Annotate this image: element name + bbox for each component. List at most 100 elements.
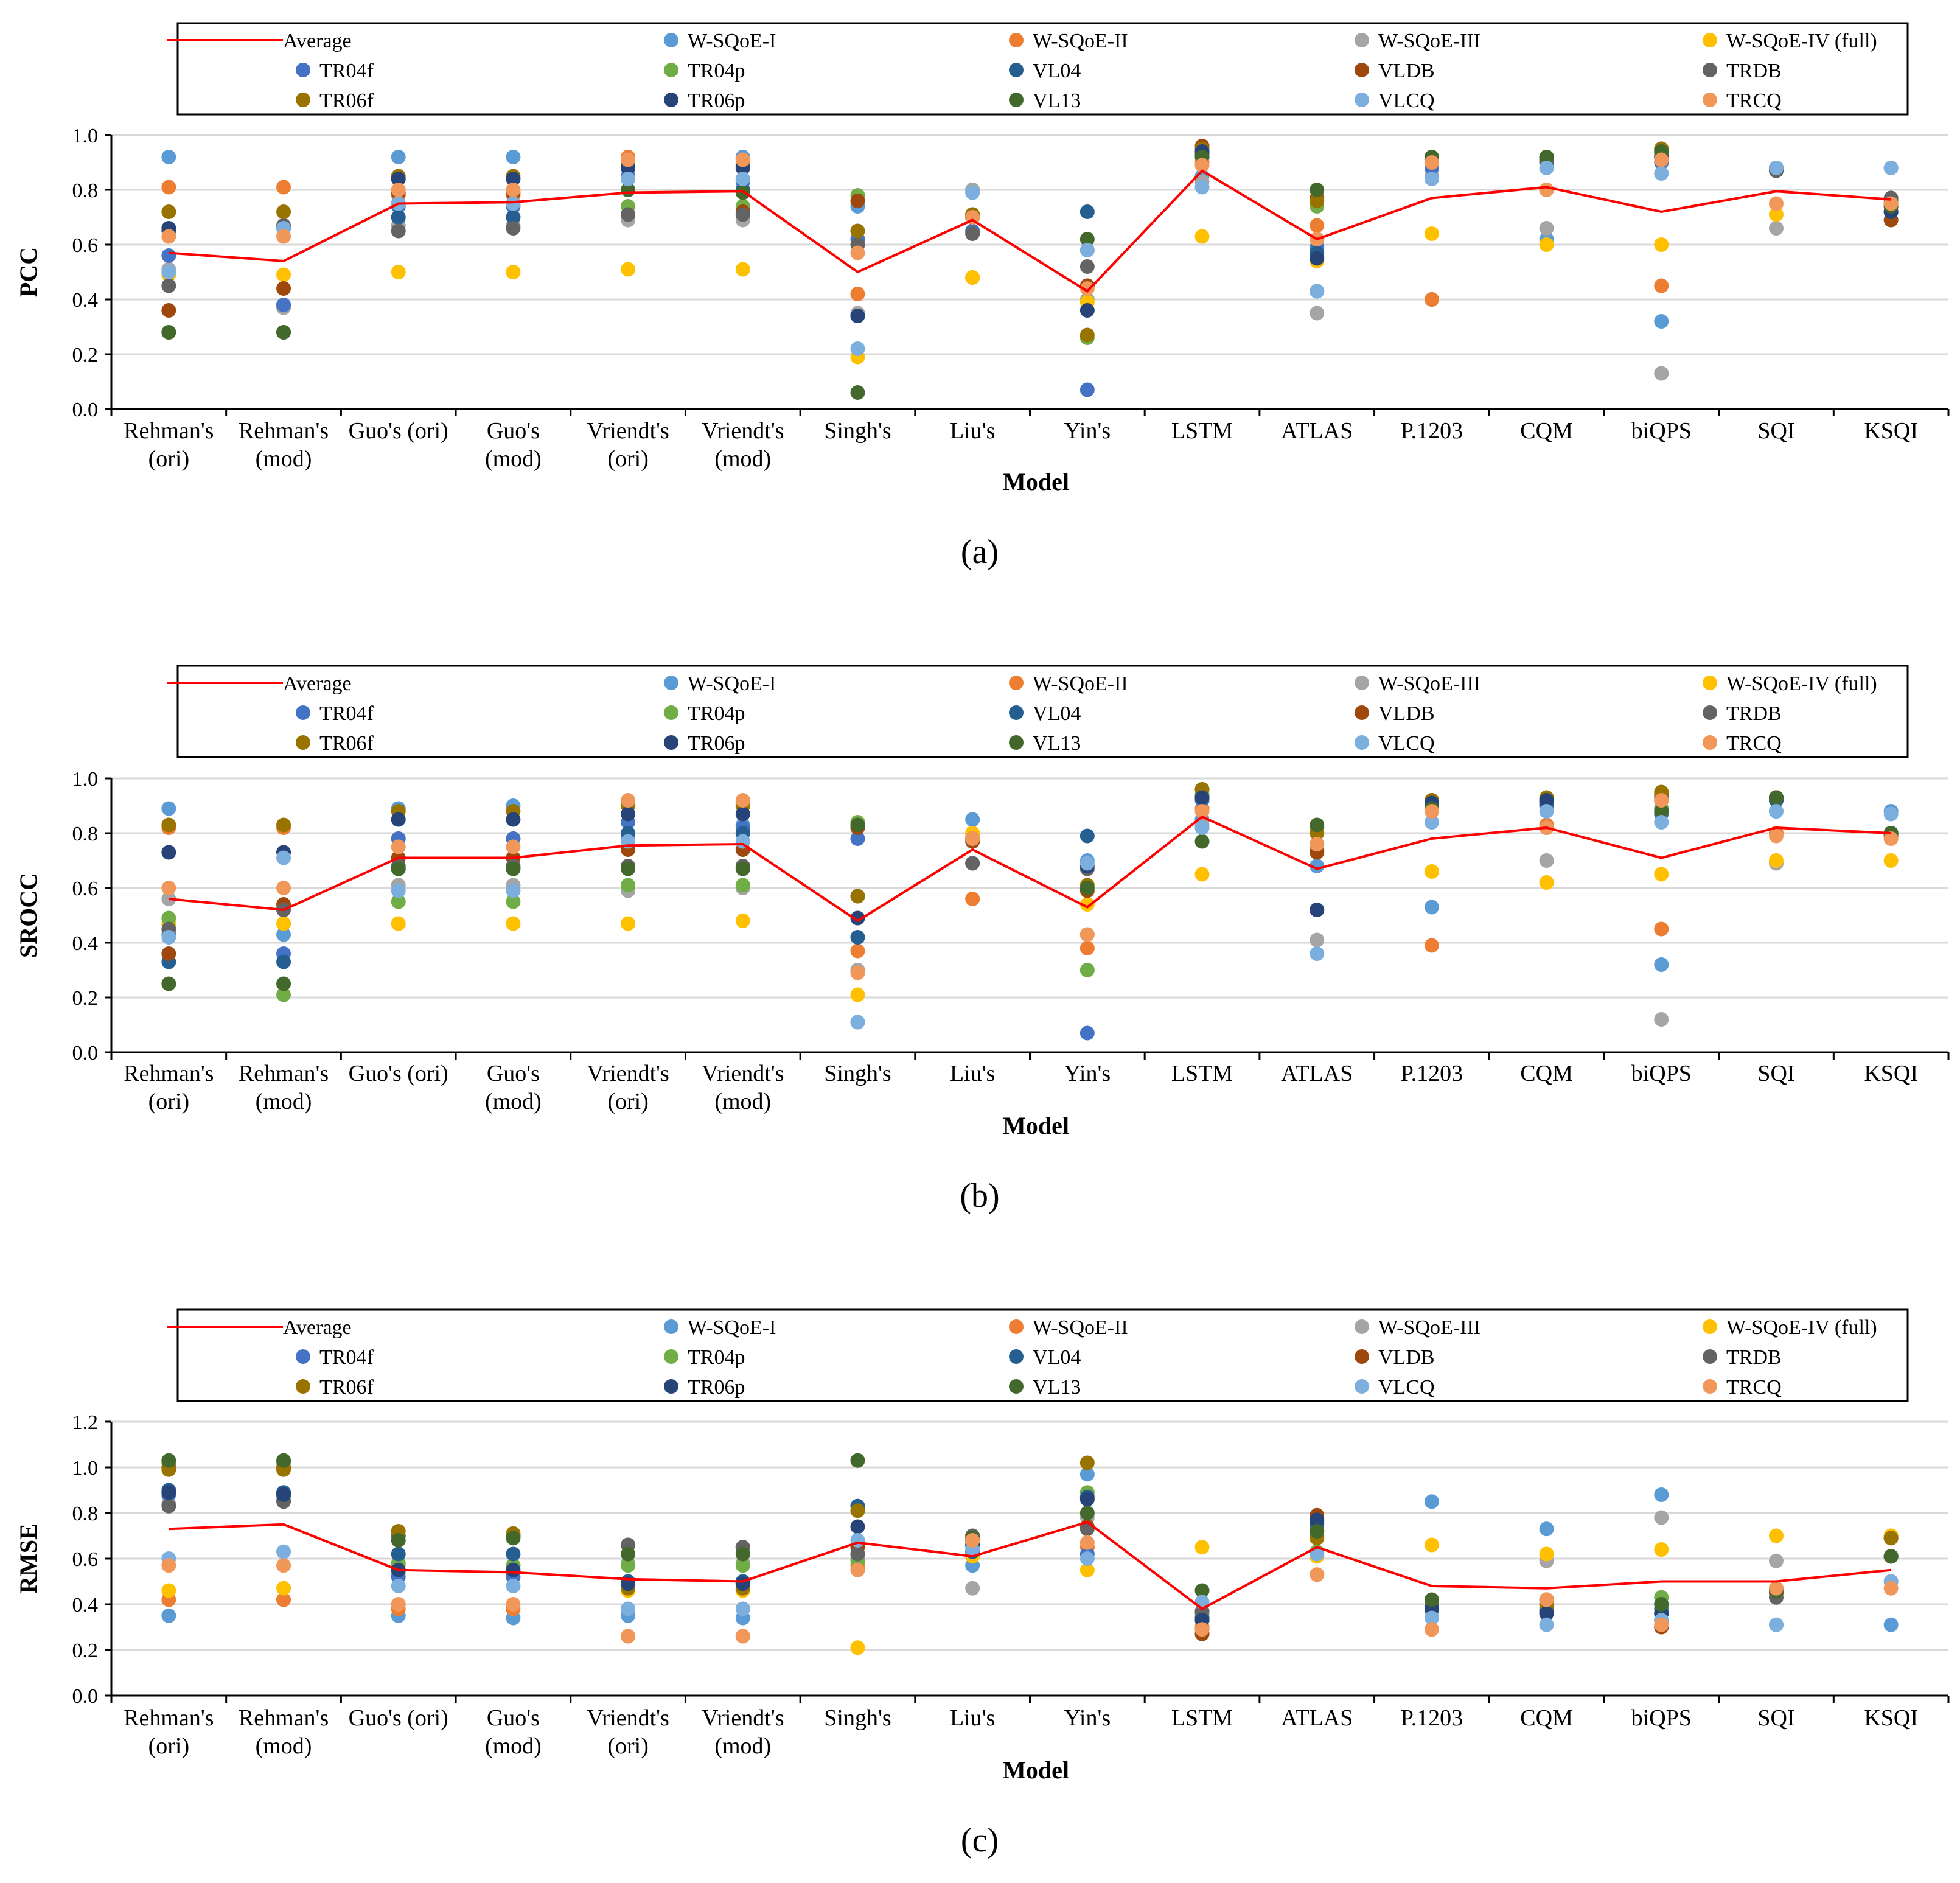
point-trcq-lstm: [1194, 1622, 1210, 1637]
legend-label-vl13: VL13: [1033, 89, 1081, 112]
series-w-sqoe-iv-full: [161, 204, 1899, 365]
point-w-sqoe-ii-p-1203: [1424, 938, 1439, 953]
legend-label-tr06f: TR06f: [319, 89, 374, 112]
point-w-sqoe-i-p-1203: [1424, 1494, 1439, 1509]
x-category-label-guo-s-mod: Guo's (mod): [485, 1705, 542, 1759]
legend-label-average: Average: [283, 1316, 352, 1339]
point-tr06p-cqm: [1539, 1606, 1554, 1621]
legend-marker-vldb: [1355, 705, 1369, 720]
series-vl13: [161, 1453, 1899, 1612]
point-vl04-guo-s-mod: [506, 1546, 521, 1562]
series-trcq: [161, 152, 1899, 296]
point-w-sqoe-ii-rehman-s-mod: [276, 1592, 291, 1607]
legend-label-vldb: VLDB: [1378, 1346, 1435, 1369]
legend-label-w-sqoe-i: W-SQoE-I: [688, 30, 776, 52]
x-category-label-sqi: SQI: [1757, 1705, 1794, 1731]
legend-marker-trcq: [1703, 1379, 1717, 1394]
point-w-sqoe-iv-full-guo-s-ori: [391, 265, 406, 279]
legend-label-vlcq: VLCQ: [1378, 89, 1435, 112]
point-tr06p-vriendt-s-mod: [735, 806, 750, 822]
legend-marker-vl04: [1009, 63, 1024, 77]
legend-marker-trcq: [1703, 735, 1717, 750]
point-vlcq-cqm: [1539, 161, 1554, 175]
x-category-label-rehman-s-ori: Rehman's (ori): [124, 1705, 214, 1759]
point-tr04p-vriendt-s-mod: [735, 878, 750, 893]
average-line: [169, 815, 1891, 923]
point-trdb-liu-s: [965, 226, 980, 241]
point-trcq-sqi: [1768, 196, 1784, 211]
point-trdb-vriendt-s-ori: [621, 207, 636, 222]
x-category-label-liu-s: Liu's: [950, 1061, 995, 1086]
point-vl13-vriendt-s-mod: [735, 861, 750, 876]
legend-entry-w-sqoe-iii: W-SQoE-III: [1355, 30, 1480, 52]
point-vlcq-atlas: [1310, 946, 1325, 961]
point-vl13-yin-s: [1079, 881, 1095, 895]
point-w-sqoe-i-atlas: [1310, 859, 1325, 873]
point-vl13-rehman-s-mod: [276, 325, 291, 340]
y-tick-label: 0.2: [72, 987, 99, 1010]
x-category-label-sqi: SQI: [1757, 1061, 1794, 1086]
series-tr04f: [161, 1487, 1899, 1621]
x-category-label-vriendt-s-mod: Vriendt's (mod): [702, 418, 784, 472]
point-tr06p-yin-s: [1079, 303, 1095, 318]
point-trdb-rehman-s-ori: [161, 1498, 176, 1514]
point-vl13-atlas: [1310, 1524, 1325, 1539]
legend-label-vl13: VL13: [1033, 732, 1081, 755]
point-vldb-rehman-s-ori: [161, 946, 176, 961]
x-category-label-cqm: CQM: [1520, 1705, 1573, 1731]
point-w-sqoe-iv-full-biqps: [1654, 237, 1669, 252]
point-w-sqoe-iv-full-rehman-s-ori: [161, 1583, 176, 1598]
legend-label-tr04f: TR04f: [319, 1346, 374, 1369]
legend-entry-tr06p: TR06p: [664, 1376, 745, 1399]
point-tr06p-guo-s-ori: [391, 172, 406, 186]
point-tr04f-rehman-s-mod: [276, 298, 291, 312]
x-category-label-guo-s-mod: Guo's (mod): [485, 418, 542, 472]
point-trcq-guo-s-mod: [506, 1597, 521, 1612]
legend-label-vl13: VL13: [1033, 1376, 1081, 1399]
point-w-sqoe-iv-full-p-1203: [1424, 1537, 1439, 1553]
x-category-label-vriendt-s-ori: Vriendt's (ori): [587, 418, 669, 472]
point-trcq-vriendt-s-mod: [735, 1629, 750, 1644]
legend-marker-w-sqoe-iii: [1355, 1319, 1369, 1334]
panel-label: (c): [961, 1822, 999, 1859]
point-tr04p-vriendt-s-mod: [735, 1558, 750, 1573]
y-tick-label: 1.0: [72, 125, 99, 147]
x-category-label-rehman-s-ori: Rehman's (ori): [124, 418, 214, 472]
point-w-sqoe-iv-full-rehman-s-mod: [276, 1581, 291, 1596]
series-tr04p: [161, 147, 1899, 345]
x-category-label-ksqi: KSQI: [1864, 418, 1918, 444]
series-trcq: [161, 1533, 1899, 1644]
point-tr04p-rehman-s-ori: [161, 910, 176, 926]
point-w-sqoe-iv-full-rehman-s-mod: [276, 916, 291, 931]
chart-panel-1: Average W-SQoE-I W-SQoE-II W-SQoE-III W-SQoE…: [15, 22, 1950, 571]
x-category-label-singh-s: Singh's: [824, 418, 891, 444]
point-tr04f-yin-s: [1079, 1025, 1095, 1041]
y-tick-label: 1.0: [72, 768, 99, 791]
legend-marker-w-sqoe-iv-full: [1703, 676, 1717, 690]
legend-label-w-sqoe-i: W-SQoE-I: [688, 1316, 776, 1339]
point-vlcq-biqps: [1654, 166, 1669, 181]
point-vl04-yin-s: [1079, 204, 1095, 219]
point-trcq-cqm: [1539, 1592, 1554, 1607]
point-trcq-rehman-s-mod: [276, 229, 291, 244]
point-vl13-rehman-s-mod: [276, 1453, 291, 1468]
x-category-label-vriendt-s-ori: Vriendt's (ori): [587, 1705, 669, 1759]
point-trcq-guo-s-ori: [391, 839, 406, 854]
series-vl13: [161, 790, 1899, 991]
x-category-label-cqm: CQM: [1520, 1061, 1573, 1086]
point-w-sqoe-ii-atlas: [1310, 218, 1325, 233]
point-vl13-lstm: [1194, 1583, 1210, 1598]
y-axis-title: RMSE: [15, 1523, 42, 1594]
point-w-sqoe-iv-full-lstm: [1194, 1540, 1210, 1555]
legend-label-w-sqoe-iv-full: W-SQoE-IV (full): [1726, 30, 1877, 52]
point-w-sqoe-iv-full-yin-s: [1079, 1562, 1095, 1577]
point-w-sqoe-iv-full-ksqi: [1883, 853, 1899, 868]
point-vlcq-cqm: [1539, 1617, 1554, 1632]
point-trcq-atlas: [1310, 837, 1325, 851]
y-tick-label: 0.0: [72, 1685, 99, 1708]
legend-marker-tr06f: [296, 735, 310, 750]
legend-entry-average: Average: [167, 1316, 352, 1339]
point-w-sqoe-iv-full-sqi: [1768, 853, 1784, 868]
legend-entry-trdb: TRDB: [1703, 702, 1782, 725]
series-tr06p: [161, 1485, 1899, 1628]
